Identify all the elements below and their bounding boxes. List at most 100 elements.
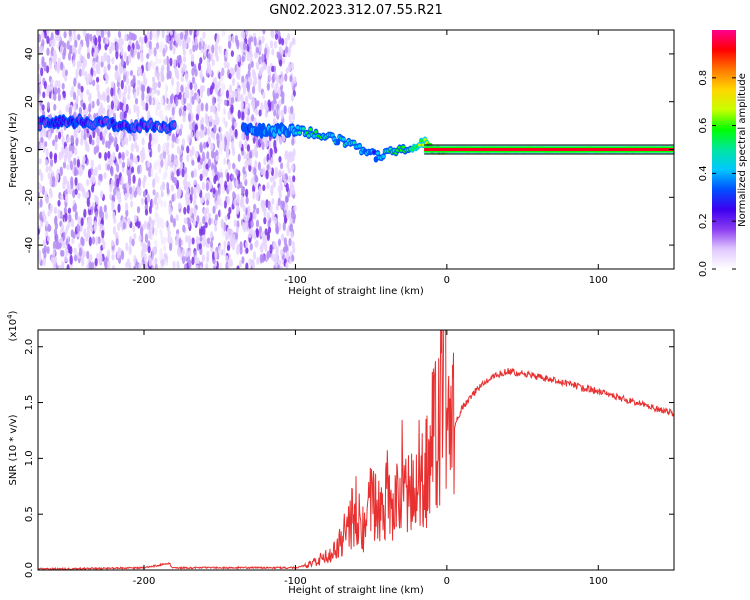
noise-speckle xyxy=(136,107,140,118)
noise-speckle xyxy=(211,44,215,54)
noise-speckle xyxy=(245,30,249,36)
noise-speckle xyxy=(188,250,192,257)
x-tick-label: -100 xyxy=(284,576,307,587)
ridge-cell xyxy=(419,139,424,143)
noise-speckle xyxy=(168,206,172,216)
noise-speckle xyxy=(190,186,194,196)
noise-speckle xyxy=(235,39,240,47)
noise-speckle xyxy=(208,180,213,190)
noise-speckle xyxy=(143,77,148,86)
noise-speckle xyxy=(136,165,141,175)
noise-speckle xyxy=(271,65,275,73)
noise-speckle xyxy=(280,109,284,120)
noise-speckle xyxy=(189,48,193,55)
noise-speckle xyxy=(212,132,216,140)
noise-speckle xyxy=(247,37,252,47)
noise-speckle xyxy=(69,89,74,98)
ridge-cell xyxy=(38,123,42,130)
noise-speckle xyxy=(111,57,115,65)
noise-speckle xyxy=(83,30,87,37)
noise-speckle xyxy=(206,87,211,97)
noise-speckle xyxy=(147,246,151,254)
noise-speckle xyxy=(96,128,101,137)
noise-speckle xyxy=(228,132,232,142)
noise-speckle xyxy=(54,206,58,214)
noise-speckle xyxy=(181,138,186,147)
noise-speckle xyxy=(135,40,139,50)
noise-speckle xyxy=(253,203,257,211)
noise-speckle xyxy=(285,250,290,261)
noise-speckle xyxy=(116,163,120,173)
noise-speckle xyxy=(100,190,104,199)
noise-speckle xyxy=(182,55,187,63)
noise-speckle xyxy=(194,68,198,77)
noise-speckle xyxy=(118,158,122,165)
noise-speckle xyxy=(276,75,280,84)
noise-speckle xyxy=(46,101,50,110)
noise-speckle xyxy=(249,150,253,159)
noise-speckle xyxy=(142,72,146,80)
noise-speckle xyxy=(88,236,92,247)
noise-speckle xyxy=(262,184,266,192)
noise-speckle xyxy=(261,53,265,63)
noise-speckle xyxy=(116,81,120,88)
ridge-cell xyxy=(314,130,318,134)
noise-speckle xyxy=(244,106,248,115)
noise-speckle xyxy=(199,89,204,99)
noise-speckle xyxy=(286,212,290,220)
noise-speckle xyxy=(38,227,41,236)
noise-speckle xyxy=(86,89,90,96)
noise-speckle xyxy=(193,81,197,92)
noise-speckle xyxy=(268,138,272,148)
noise-speckle xyxy=(225,144,230,155)
noise-speckle xyxy=(184,234,189,243)
noise-speckle xyxy=(86,197,90,208)
noise-speckle xyxy=(239,41,244,50)
noise-speckle xyxy=(262,91,266,100)
noise-speckle xyxy=(43,30,48,39)
noise-speckle xyxy=(224,120,228,128)
noise-speckle xyxy=(46,246,50,254)
noise-speckle xyxy=(189,149,193,158)
noise-speckle xyxy=(245,188,249,198)
noise-speckle xyxy=(83,132,87,141)
noise-speckle xyxy=(65,105,69,113)
noise-speckle xyxy=(39,211,43,221)
noise-speckle xyxy=(274,169,279,177)
noise-speckle xyxy=(234,120,238,129)
noise-speckle xyxy=(184,171,188,181)
colorbar-ticks: 0.0 0.2 0.4 0.6 0.8 xyxy=(698,70,736,277)
noise-speckle xyxy=(117,191,122,199)
noise-speckle xyxy=(183,97,187,105)
noise-speckle xyxy=(38,158,42,165)
noise-speckle xyxy=(169,94,173,104)
noise-speckle xyxy=(105,38,109,45)
noise-speckle xyxy=(64,145,68,156)
noise-speckle xyxy=(78,60,82,68)
noise-speckle xyxy=(212,96,216,107)
noise-speckle xyxy=(42,91,46,99)
noise-speckle xyxy=(41,185,45,196)
noise-speckle xyxy=(138,186,142,197)
noise-speckle xyxy=(258,188,262,196)
noise-speckle xyxy=(215,55,220,62)
noise-speckle xyxy=(200,102,204,112)
noise-speckle xyxy=(277,238,282,246)
noise-speckle xyxy=(49,151,53,160)
noise-speckle xyxy=(235,70,240,79)
noise-speckle xyxy=(188,259,192,269)
noise-speckle xyxy=(111,253,115,261)
noise-speckle xyxy=(212,105,216,114)
noise-speckle xyxy=(230,104,234,114)
noise-speckle xyxy=(46,47,50,56)
noise-speckle xyxy=(50,256,54,264)
noise-speckle xyxy=(74,210,78,221)
noise-speckle xyxy=(53,228,58,236)
y-tick-label: 1.5 xyxy=(24,395,35,411)
noise-speckle xyxy=(87,168,92,179)
noise-speckle xyxy=(169,242,173,252)
noise-speckle xyxy=(121,151,125,161)
noise-speckle xyxy=(246,115,250,124)
noise-speckle xyxy=(205,262,209,269)
noise-speckle xyxy=(210,142,214,152)
